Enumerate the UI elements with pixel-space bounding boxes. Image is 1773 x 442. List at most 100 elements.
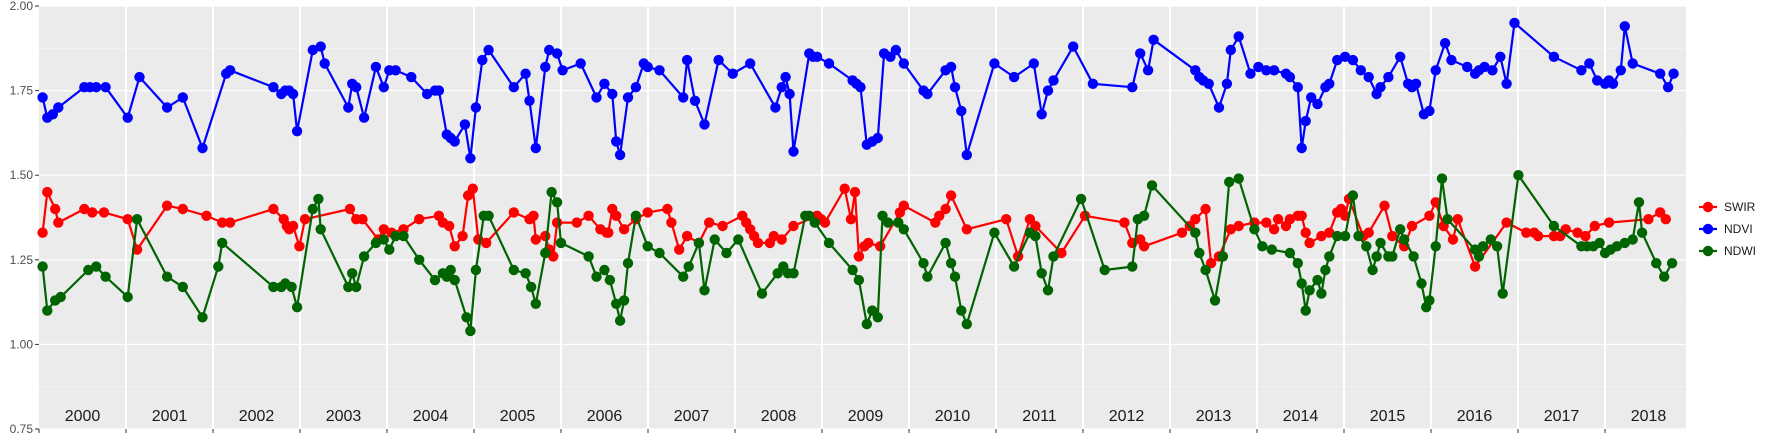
data-point-ndvi	[890, 44, 902, 56]
data-point-ndwi	[709, 234, 720, 245]
year-label-2013: 2013	[1196, 408, 1232, 425]
data-point-ndvi	[224, 65, 236, 76]
data-point-ndwi	[961, 318, 972, 330]
data-point-ndvi	[1668, 68, 1679, 79]
data-point-ndwi	[465, 325, 476, 337]
data-point-ndwi	[1304, 285, 1315, 296]
data-point-ndwi	[861, 318, 872, 330]
data-point-ndvi	[727, 68, 738, 79]
data-point-ndvi	[1501, 78, 1512, 90]
data-point-ndwi	[1233, 173, 1244, 184]
data-point-ndvi	[1332, 54, 1343, 66]
data-point-ndvi	[307, 44, 318, 56]
data-point-swir	[1643, 214, 1654, 225]
data-point-ndvi	[390, 65, 401, 76]
data-point-swir	[618, 224, 630, 235]
data-point-ndwi	[614, 315, 626, 326]
data-point-swir	[611, 210, 622, 221]
data-point-ndvi	[611, 136, 622, 147]
data-point-swir	[1261, 217, 1272, 228]
data-point-ndvi	[713, 54, 724, 66]
data-point-ndvi	[524, 95, 535, 107]
data-point-ndvi	[689, 95, 701, 107]
data-point-ndwi	[177, 281, 188, 293]
data-point-ndvi	[1383, 71, 1394, 83]
data-point-ndwi	[1416, 278, 1427, 289]
year-label-2004: 2004	[413, 408, 449, 425]
data-point-swir	[674, 244, 685, 255]
data-point-ndvi	[1446, 54, 1457, 66]
data-point-ndwi	[449, 274, 460, 286]
data-point-ndwi	[630, 210, 642, 221]
data-point-ndvi	[1233, 31, 1244, 42]
data-point-ndvi	[1292, 82, 1304, 93]
series-ndvi	[37, 17, 1679, 164]
legend-label: NDVI	[1724, 222, 1753, 236]
legend-key-point	[1702, 201, 1714, 213]
data-point-ndwi	[1430, 241, 1441, 252]
data-point-ndvi	[1462, 61, 1473, 73]
data-point-ndwi	[599, 264, 610, 276]
data-point-swir	[42, 186, 53, 198]
data-point-ndwi	[1367, 264, 1378, 276]
data-point-ndwi	[683, 261, 694, 272]
data-point-swir	[849, 186, 861, 198]
data-point-ndwi	[525, 281, 537, 293]
year-label-2005: 2005	[500, 408, 536, 425]
data-point-ndwi	[1190, 227, 1201, 238]
data-point-ndwi	[1651, 258, 1662, 269]
data-point-ndwi	[1266, 244, 1278, 255]
legend-key-point	[1702, 223, 1714, 235]
legend-label: NDWI	[1724, 244, 1756, 258]
data-point-ndvi	[291, 126, 303, 137]
data-point-ndwi	[618, 295, 630, 306]
data-point-ndwi	[291, 302, 303, 313]
data-point-ndwi	[1353, 230, 1364, 242]
data-point-ndvi	[319, 58, 330, 69]
data-point-ndwi	[1659, 271, 1670, 282]
year-label-2011: 2011	[1022, 408, 1057, 425]
year-label-2016: 2016	[1457, 408, 1493, 425]
data-point-swir	[788, 220, 799, 232]
data-point-ndvi	[1042, 85, 1054, 96]
year-label-2010: 2010	[935, 408, 971, 425]
data-point-ndwi	[1312, 274, 1323, 286]
data-point-swir	[898, 200, 909, 211]
data-point-ndvi	[1627, 58, 1638, 69]
data-point-swir	[161, 200, 173, 211]
data-point-ndvi	[1028, 58, 1040, 69]
data-point-swir	[1056, 247, 1067, 259]
year-label-2006: 2006	[587, 408, 623, 425]
data-point-ndwi	[1127, 261, 1138, 272]
data-point-swir	[481, 237, 492, 249]
data-point-swir	[1284, 214, 1296, 225]
data-point-ndvi	[607, 88, 618, 100]
year-label-2015: 2015	[1370, 408, 1406, 425]
data-point-ndwi	[390, 230, 401, 242]
data-point-ndwi	[847, 264, 858, 276]
data-point-ndvi	[1479, 61, 1490, 73]
data-point-ndvi	[1339, 51, 1351, 62]
data-point-ndwi	[1594, 237, 1605, 249]
data-point-ndvi	[776, 82, 787, 93]
data-point-ndvi	[1487, 65, 1498, 76]
data-point-ndvi	[465, 153, 476, 164]
data-point-ndwi	[100, 271, 111, 282]
data-point-swir	[839, 183, 850, 194]
data-point-ndwi	[1424, 295, 1435, 306]
data-point-ndwi	[872, 312, 883, 323]
data-point-ndwi	[1399, 234, 1410, 245]
data-point-ndvi	[557, 65, 568, 76]
data-point-swir	[666, 217, 677, 228]
data-point-ndvi	[1430, 65, 1441, 76]
data-point-ndwi	[918, 258, 929, 269]
data-point-ndvi	[599, 78, 610, 90]
data-point-swir	[357, 214, 368, 225]
data-point-ndvi	[351, 82, 362, 93]
data-point-swir	[1300, 227, 1311, 238]
data-point-ndwi	[1042, 285, 1054, 296]
data-point-ndvi	[268, 82, 279, 93]
data-point-ndwi	[315, 224, 326, 235]
data-point-ndwi	[213, 261, 224, 272]
data-point-swir	[603, 227, 614, 238]
